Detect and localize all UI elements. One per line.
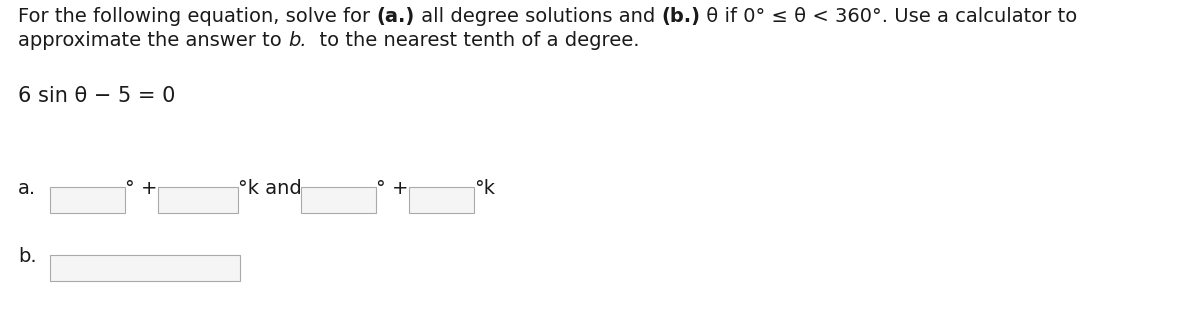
- Text: °k and: °k and: [238, 179, 301, 198]
- FancyBboxPatch shape: [157, 187, 238, 213]
- Text: a.: a.: [18, 179, 36, 198]
- Text: °k: °k: [474, 179, 494, 198]
- Text: (a.): (a.): [377, 7, 415, 26]
- Text: (b.): (b.): [661, 7, 700, 26]
- Text: b.: b.: [18, 247, 37, 266]
- FancyBboxPatch shape: [301, 187, 377, 213]
- FancyBboxPatch shape: [409, 187, 474, 213]
- Text: θ if 0° ≤ θ < 360°. Use a calculator to: θ if 0° ≤ θ < 360°. Use a calculator to: [700, 7, 1078, 26]
- Text: ° +: ° +: [125, 179, 157, 198]
- Text: b.: b.: [288, 31, 307, 50]
- FancyBboxPatch shape: [50, 187, 125, 213]
- Text: ° +: ° +: [377, 179, 409, 198]
- FancyBboxPatch shape: [50, 255, 240, 281]
- Text: all degree solutions and: all degree solutions and: [415, 7, 661, 26]
- Text: For the following equation, solve for: For the following equation, solve for: [18, 7, 377, 26]
- Text: to the nearest tenth of a degree.: to the nearest tenth of a degree.: [307, 31, 640, 50]
- Text: 6 sin θ − 5 = 0: 6 sin θ − 5 = 0: [18, 86, 175, 106]
- Text: approximate the answer to: approximate the answer to: [18, 31, 288, 50]
